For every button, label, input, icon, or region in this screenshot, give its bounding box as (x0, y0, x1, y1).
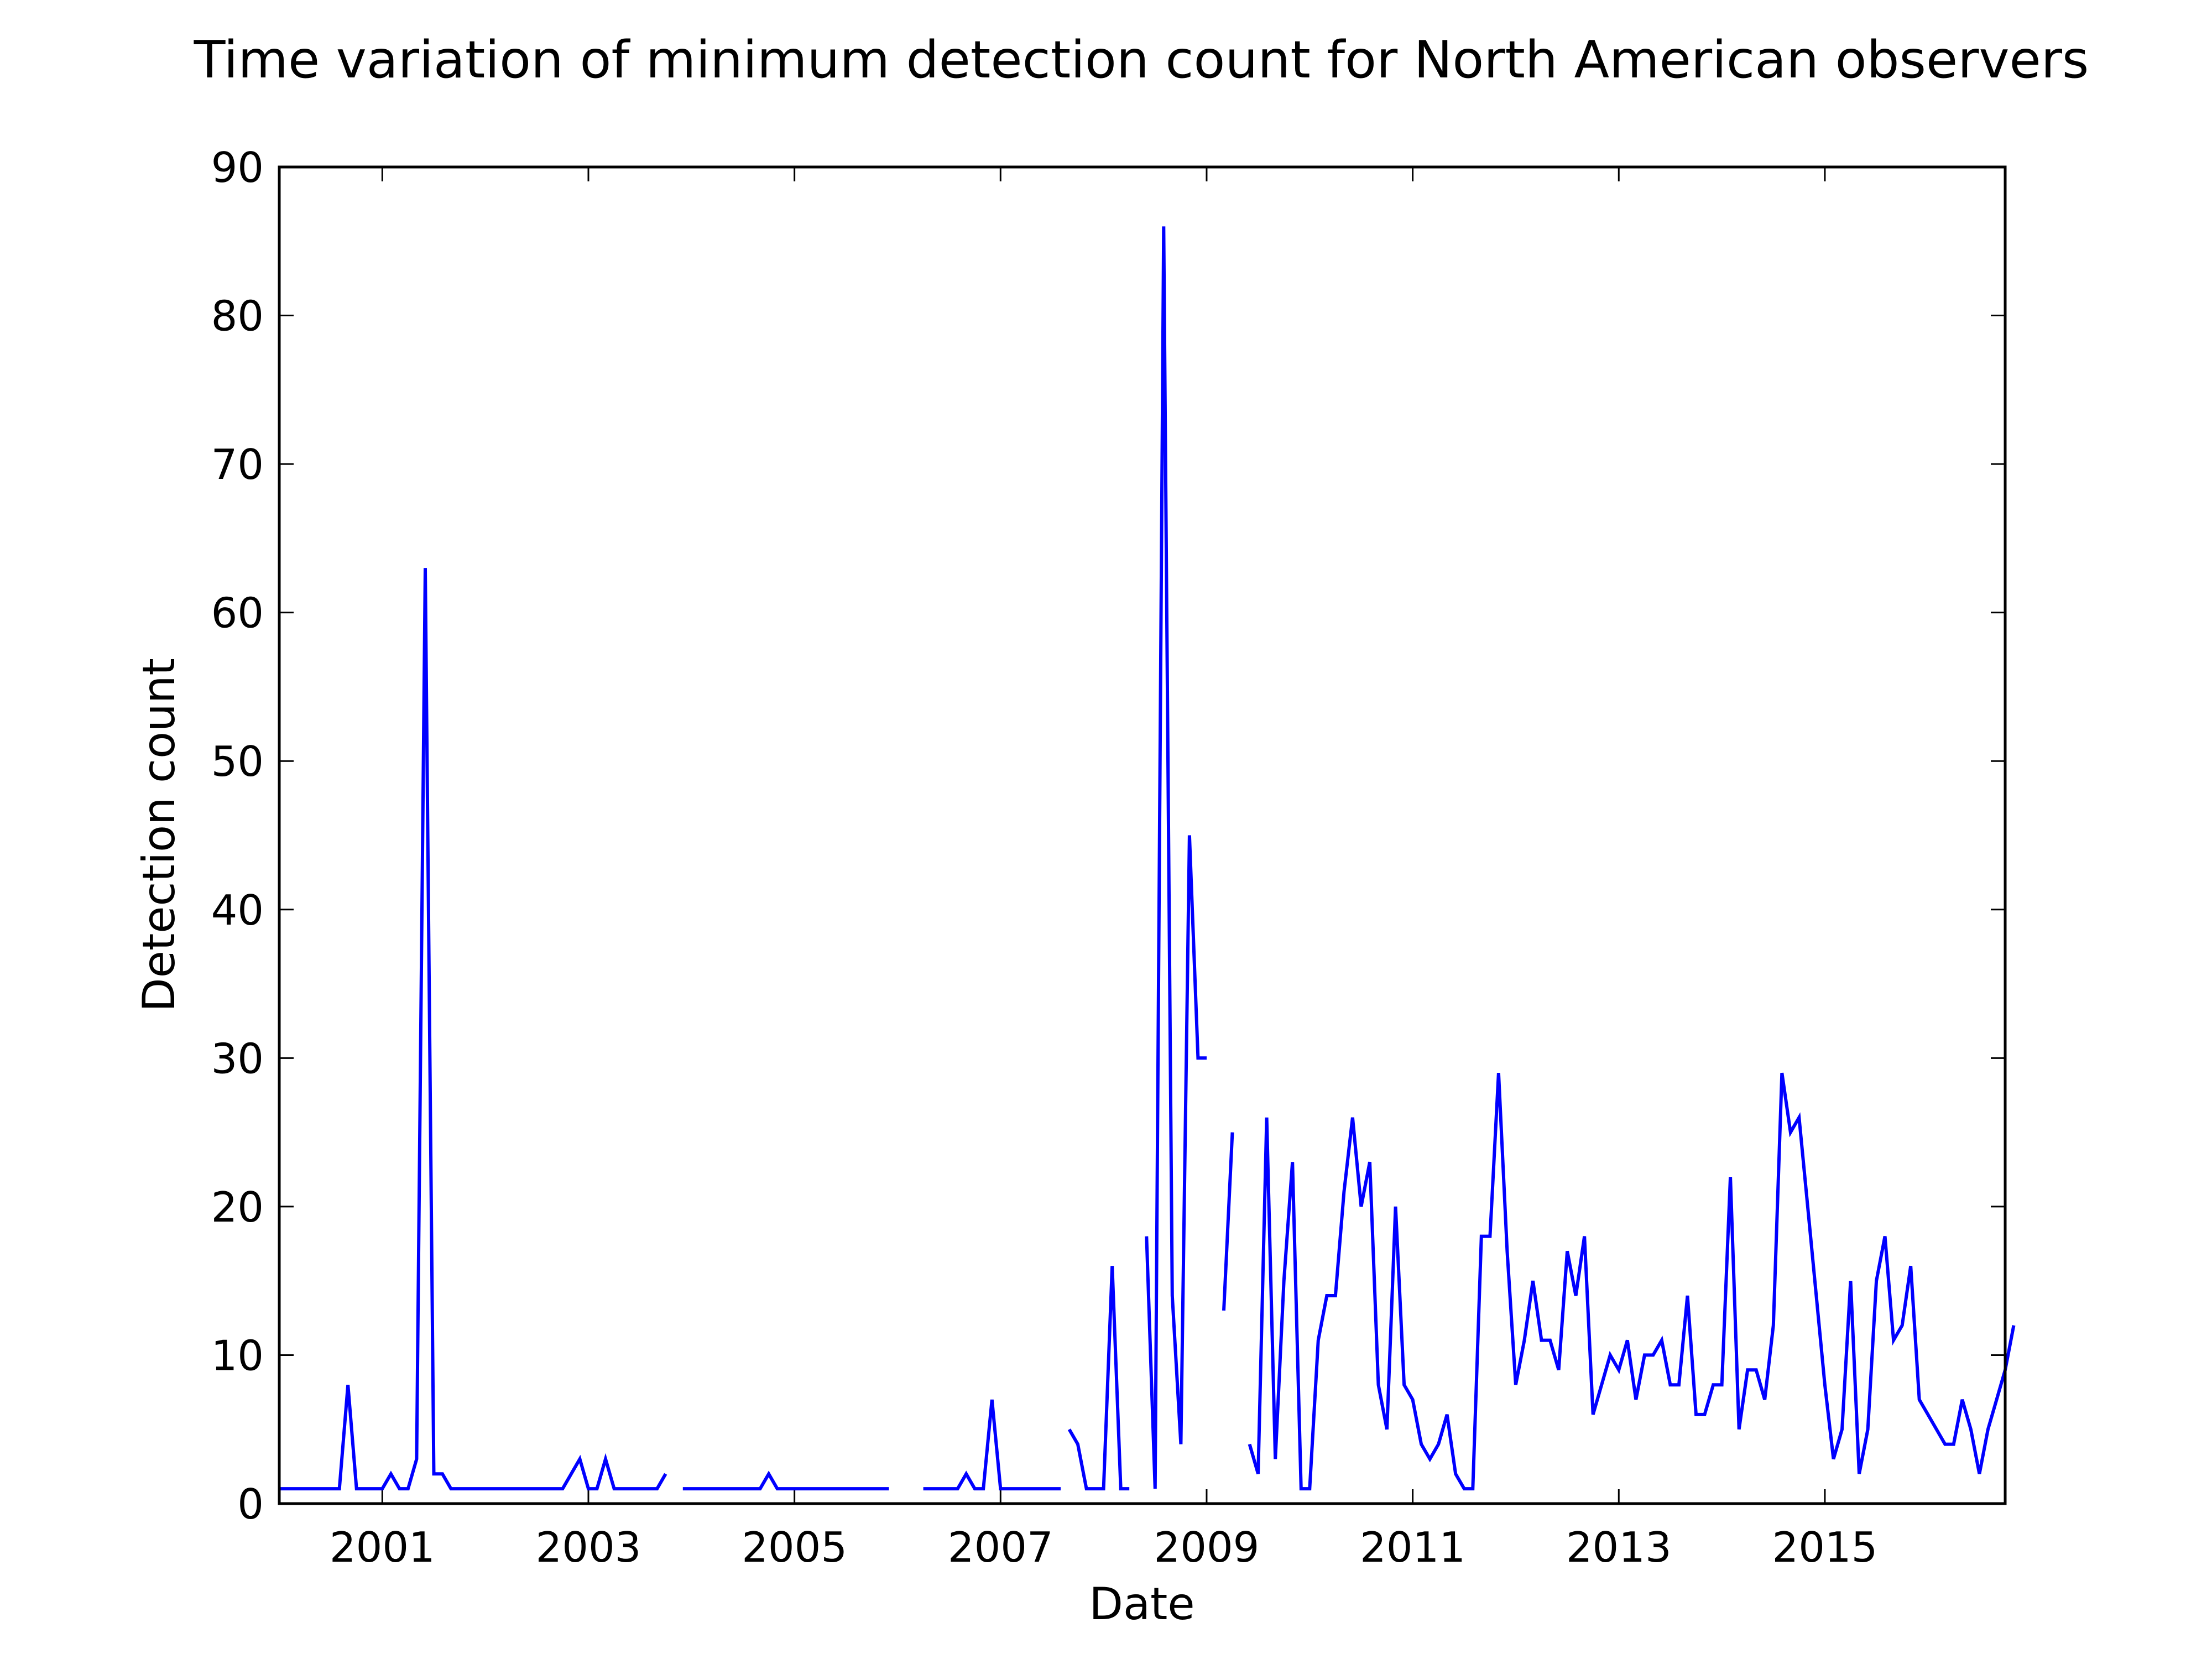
y-tick-label: 50 (211, 737, 264, 786)
series-layer (279, 226, 2016, 1491)
plot-frame (278, 165, 2007, 1505)
x-tick-label: 2003 (536, 1523, 641, 1572)
x-tick-label: 2005 (742, 1523, 847, 1572)
y-tick-label: 90 (211, 143, 264, 192)
x-tick-label: 2001 (330, 1523, 435, 1572)
series-line-segment (1248, 1072, 2016, 1491)
series-line-segment (1067, 1266, 1130, 1491)
y-tick-label: 20 (211, 1183, 264, 1232)
x-tick-label: 2007 (948, 1523, 1053, 1572)
y-tick-label: 70 (211, 440, 264, 489)
series-line-segment (682, 1470, 889, 1491)
y-tick-label: 10 (211, 1331, 264, 1380)
x-tick-label: 2015 (1772, 1523, 1877, 1572)
x-tick-label: 2013 (1566, 1523, 1672, 1572)
x-tick-label: 2011 (1360, 1523, 1465, 1572)
series-line-segment (923, 1399, 1061, 1491)
series-line-segment (1222, 1132, 1234, 1311)
x-tick-label: 2009 (1154, 1523, 1260, 1572)
y-tick-label: 30 (211, 1034, 264, 1083)
y-axis-label: Detection count (133, 658, 185, 1012)
tick-labels: 2001 2003 2005 2007 2009 2011 2013 2015 0 10 20 30 4… (211, 143, 1878, 1572)
chart-title: Time variation of minimum detection coun… (194, 30, 2089, 90)
y-tick-label: 60 (211, 589, 264, 638)
y-tick-label: 80 (211, 292, 264, 341)
y-tick-label: 40 (211, 886, 264, 935)
x-axis-label: Date (1089, 1578, 1194, 1630)
series-line-segment (1145, 226, 1207, 1489)
series-line-segment (279, 568, 667, 1491)
y-tick-label: 0 (237, 1480, 264, 1528)
